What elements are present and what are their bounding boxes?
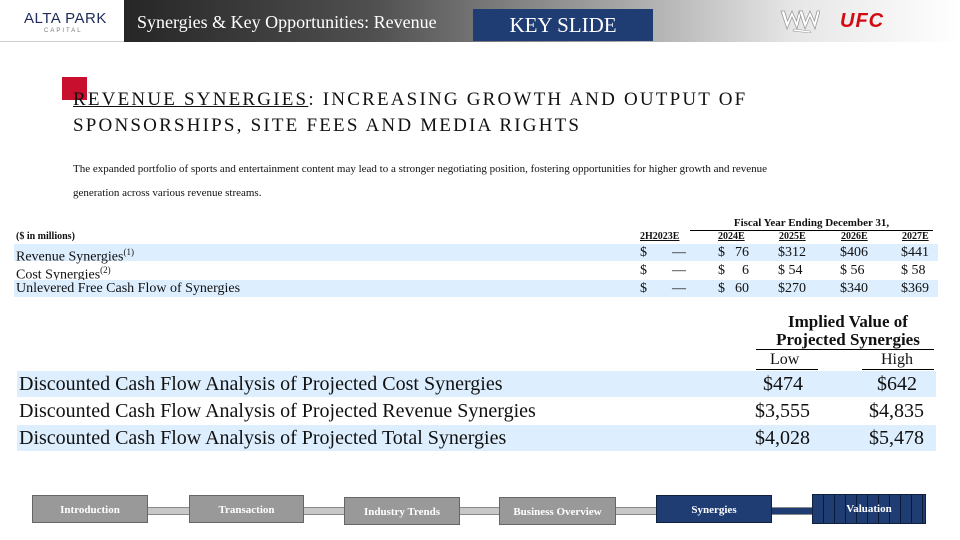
cell-2024e: 6: [742, 263, 749, 278]
headline-lead: REVENUE SYNERGIES: [73, 89, 309, 110]
row-label: Revenue Synergies(1): [16, 244, 134, 266]
row-label: Cost Synergies(2): [16, 262, 111, 284]
cell-2025e: $ 54: [778, 263, 803, 278]
implied-value-header: Implied Value of Projected Synergies: [776, 312, 920, 349]
row-label-text: Cost Synergies: [16, 267, 101, 283]
logo-sub-text: CAPITAL: [44, 28, 83, 34]
cell-2024e: 60: [735, 281, 749, 296]
table-row: Discounted Cash Flow Analysis of Project…: [17, 371, 936, 397]
col-header-2025e: 2025E: [779, 231, 806, 242]
intro-paragraph: The expanded portfolio of sports and ent…: [73, 163, 768, 199]
low-value: $3,555: [755, 400, 810, 422]
high-underline: [862, 369, 934, 370]
table-row: Discounted Cash Flow Analysis of Project…: [17, 425, 936, 451]
nav-connector: [616, 507, 657, 515]
dollar-sign: $: [718, 281, 725, 296]
nav-item-synergies[interactable]: Synergies: [656, 495, 772, 523]
col-header-2024e: 2024E: [718, 231, 745, 242]
table-row: Cost Synergies(2) $ — $ 6 $ 54 $ 56 $ 58: [14, 262, 938, 283]
cell-2027e: $ 58: [901, 263, 926, 278]
row-label: Discounted Cash Flow Analysis of Project…: [19, 427, 507, 449]
cell-2026e: $ 56: [840, 263, 865, 278]
col-header-2h2023e: 2H2023E: [640, 231, 680, 242]
table-row: Unlevered Free Cash Flow of Synergies $ …: [14, 280, 938, 297]
row-label: Discounted Cash Flow Analysis of Project…: [19, 400, 536, 422]
dollar-sign: $: [640, 281, 647, 296]
headline-rest: : INCREASING GROWTH AND OUTPUT OF SPONSO…: [73, 89, 748, 136]
cell-2026e: $340: [840, 281, 868, 296]
cell-2025e: $312: [778, 245, 806, 260]
high-column-label: High: [881, 351, 913, 368]
cell-2026e: $406: [840, 245, 868, 260]
ufc-logo: UFC: [840, 10, 885, 32]
headline: REVENUE SYNERGIES: INCREASING GROWTH AND…: [73, 87, 893, 139]
nav-connector-active: [772, 507, 812, 515]
low-value: $4,028: [755, 427, 810, 449]
nav-item-introduction[interactable]: Introduction: [32, 495, 148, 523]
cell-2h2023e: —: [672, 245, 686, 260]
nav-connector: [304, 507, 345, 515]
dollar-sign: $: [718, 245, 725, 260]
dollar-sign: $: [718, 263, 725, 278]
cell-2025e: $270: [778, 281, 806, 296]
footnote-marker: (1): [123, 247, 134, 257]
cell-2h2023e: —: [672, 281, 686, 296]
nav-item-valuation[interactable]: Valuation: [812, 494, 926, 524]
wwe-logo-icon: [780, 10, 821, 34]
high-value: $642: [877, 373, 917, 395]
red-accent-square: [62, 77, 87, 100]
implied-value-rule: [756, 349, 934, 350]
dollar-sign: $: [640, 263, 647, 278]
nav-connector: [148, 507, 190, 515]
col-header-2026e: 2026E: [841, 231, 868, 242]
footnote-marker: (2): [100, 265, 111, 275]
low-column-label: Low: [770, 351, 800, 368]
nav-connector: [460, 507, 500, 515]
wwe-logo: [780, 9, 821, 39]
row-label: Unlevered Free Cash Flow of Synergies: [16, 280, 240, 297]
cell-2027e: $369: [901, 281, 929, 296]
alta-park-logo: ALTA PARK CAPITAL: [0, 0, 124, 42]
high-value: $4,835: [869, 400, 924, 422]
key-slide-badge: KEY SLIDE: [473, 9, 653, 41]
table-row: Discounted Cash Flow Analysis of Project…: [17, 398, 936, 424]
col-header-2027e: 2027E: [902, 231, 929, 242]
page-title: Synergies & Key Opportunities: Revenue: [137, 12, 437, 32]
dollar-sign: $: [640, 245, 647, 260]
logo-main-text: ALTA PARK: [24, 10, 107, 27]
cell-2024e: 76: [735, 245, 749, 260]
low-underline: [756, 369, 818, 370]
nav-item-business-overview[interactable]: Business Overview: [499, 497, 616, 525]
header-bar: ALTA PARK CAPITAL Synergies & Key Opport…: [0, 0, 960, 42]
row-label-text: Revenue Synergies: [16, 249, 124, 265]
cell-2027e: $441: [901, 245, 929, 260]
table-row: Revenue Synergies(1) $ — $ 76 $312 $406 …: [14, 244, 938, 265]
row-label: Discounted Cash Flow Analysis of Project…: [19, 373, 503, 395]
nav-item-industry-trends[interactable]: Industry Trends: [344, 497, 460, 525]
high-value: $5,478: [869, 427, 924, 449]
nav-item-transaction[interactable]: Transaction: [189, 495, 304, 523]
fiscal-year-header: Fiscal Year Ending December 31,: [690, 217, 933, 231]
cell-2h2023e: —: [672, 263, 686, 278]
units-label: ($ in millions): [16, 231, 75, 242]
row-label-text: Unlevered Free Cash Flow of Synergies: [16, 281, 241, 296]
low-value: $474: [763, 373, 803, 395]
